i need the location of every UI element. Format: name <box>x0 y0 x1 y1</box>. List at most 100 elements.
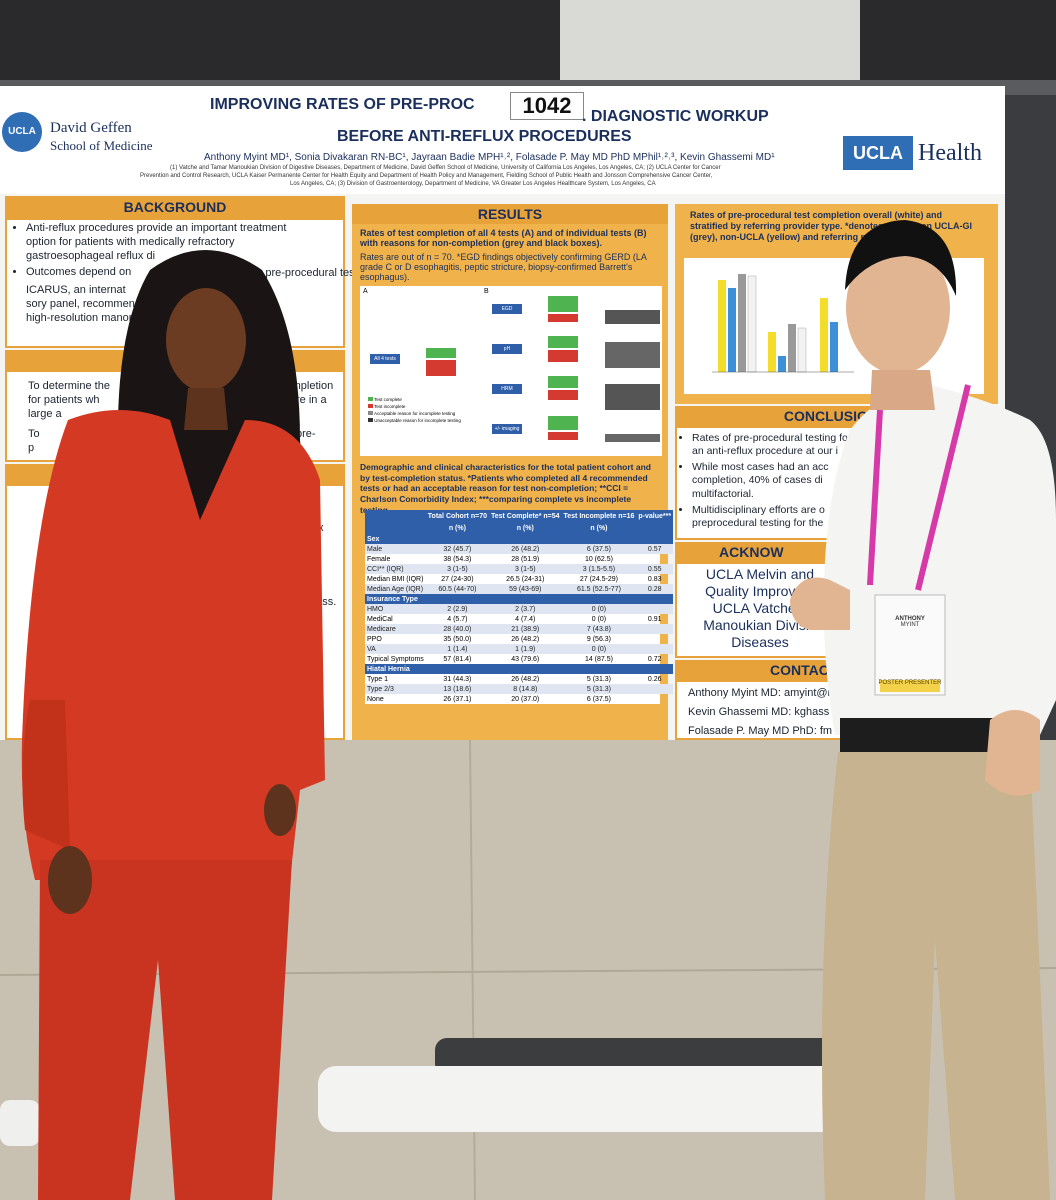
poster-tube <box>0 1100 40 1146</box>
table-row: n (%) n (%) n (%) <box>365 522 674 534</box>
table-cell: 32 (45.7) <box>425 544 489 554</box>
table-row: Typical Symptoms 57 (81.4) 43 (79.6) 14 (87… <box>365 654 673 664</box>
table-cell: 35 (50.0) <box>443 635 472 643</box>
table-cell: 13 (18.6) <box>425 684 489 694</box>
table-cell: Sex <box>365 534 426 544</box>
table-row: Medicare 28 (40.0) 21 (38.9) 7 (43.8) <box>365 624 674 634</box>
table-cell: 0 (0) <box>591 615 607 623</box>
jacket <box>21 410 325 880</box>
table-cell: 26 (48.2) <box>511 675 540 683</box>
flow-box <box>548 296 578 312</box>
hand <box>985 710 1040 796</box>
logo-text: Health <box>918 140 982 166</box>
bar-shape <box>718 280 726 372</box>
legend-item: Unacceptable reason for incomplete testi… <box>368 417 461 424</box>
panel-label: B <box>484 288 489 295</box>
flow-box <box>605 434 660 442</box>
arm <box>22 700 71 850</box>
table-cell: CCI** (IQR) <box>365 564 426 574</box>
neck <box>184 388 228 430</box>
person-woman <box>21 250 325 1200</box>
bar-shape <box>830 322 838 372</box>
table-cell: 9 (56.3) <box>586 635 612 643</box>
flow-box: EGD <box>492 304 522 314</box>
table-row: MediCal 4 (5.7) 4 (7.4) 0 (0) 0.91 <box>365 614 673 624</box>
table-cell: 27 (24.5-29) <box>579 575 619 583</box>
table-cell: Insurance Type <box>365 594 426 604</box>
table-cell <box>365 510 426 522</box>
poster-title: IMPROVING RATES OF PRE-PROC <box>210 96 475 113</box>
table-cell: HMO <box>365 604 426 614</box>
badge-last-name: MYINT <box>900 622 920 628</box>
bullet: Outcomes depend on <box>26 266 314 280</box>
ack-line: UCLA Vatche a <box>712 600 808 616</box>
text-fragment: high-resolution manome <box>26 312 145 324</box>
table-cell: 10 (62.5) <box>584 555 613 563</box>
table-cell: Medicare <box>365 624 426 634</box>
bullet: Multidisciplinary efforts are o preproce… <box>692 504 850 530</box>
table-cell: 0.26 <box>647 675 662 683</box>
table-cell: 38 (54.3) <box>443 555 472 563</box>
person-man <box>790 220 1056 1200</box>
table-cell: MediCal <box>367 615 393 623</box>
legend-label: Acceptable reason for incomplete testing <box>374 411 456 416</box>
table-cell: Hiatal Hernia <box>365 664 426 674</box>
table-cell: 6 (37.5) <box>561 544 637 554</box>
name-badge <box>874 594 946 696</box>
table-cell: Typical Symptoms <box>367 655 424 663</box>
table-cell: 28 (40.0) <box>425 624 489 634</box>
flow-box <box>548 416 578 430</box>
table-cell: 26 (37.1) <box>443 695 472 703</box>
table-cell: 60.5 (44-70) <box>425 584 489 594</box>
table-cell: 0.57 <box>636 544 674 554</box>
affiliation: Prevention and Control Research, UCLA Ka… <box>140 173 713 179</box>
bar-figure <box>712 274 854 373</box>
table-cell: n (%) <box>425 522 489 534</box>
table-row: VA 1 (1.4) 1 (1.9) 0 (0) <box>365 644 674 654</box>
table-cell <box>636 624 674 634</box>
table-cell: 2 (2.9) <box>425 604 489 614</box>
neck <box>870 370 935 410</box>
table-row: Type 2/3 13 (18.6) 8 (14.8) 5 (31.3) <box>365 684 674 694</box>
ack-line: UCLA Melvin and <box>705 566 815 582</box>
text-fragment: large a <box>28 408 62 420</box>
flow-box: All 4 tests <box>370 354 400 364</box>
table-cell: 27 (24-30) <box>441 575 474 583</box>
logo-text: David Geffen <box>50 120 132 136</box>
table-row: Sex <box>365 534 674 544</box>
panel-label: A <box>363 288 368 295</box>
flow-box: +/- imaging <box>492 424 522 434</box>
table-row: PPO 35 (50.0) 26 (48.2) 9 (56.3) <box>365 634 673 644</box>
poster-tube <box>318 1066 880 1132</box>
ceiling <box>0 0 1056 90</box>
contact-line: Kevin Ghassemi MD: kghass <box>688 706 830 718</box>
badge-strip <box>880 680 940 692</box>
table-cell: VA <box>365 644 426 654</box>
table-cell <box>488 594 562 604</box>
table-cell: 3 (1-5) <box>425 564 489 574</box>
poster-title: BEFORE ANTI-REFLUX PROCEDURES <box>337 128 632 145</box>
bar-shape <box>728 288 736 372</box>
table-cell: 1 (1.4) <box>425 644 489 654</box>
table-cell: p-value*** <box>636 510 674 522</box>
table-cell: 0.72 <box>647 655 662 663</box>
bar-shape <box>738 274 746 372</box>
table-cell: 3 (1-5) <box>488 564 562 574</box>
legend-label: Test complete <box>374 397 402 402</box>
ack-line: Diseases <box>731 634 789 650</box>
table-cell: Total Cohort n=70 <box>425 510 489 522</box>
affiliation: Los Angeles, CA; (3) Division of Gastroe… <box>290 181 656 187</box>
table-cell <box>561 664 637 674</box>
table-cell: PPO <box>367 635 382 643</box>
legend-item: Acceptable reason for incomplete testing <box>368 410 461 417</box>
contact-line: Anthony Myint MD: amyint@me <box>688 687 843 699</box>
table-cell: 59 (43-69) <box>488 584 562 594</box>
badge-role: POSTER PRESENTER <box>878 680 942 686</box>
text-fragment: p <box>28 442 35 454</box>
badge-first-name: ANTHONY <box>895 616 925 622</box>
table-cell: 2 (3.7) <box>488 604 562 614</box>
face <box>846 242 950 374</box>
figure-caption: Rates of test completion of all 4 tests … <box>360 228 647 248</box>
bar-shape <box>768 332 776 372</box>
